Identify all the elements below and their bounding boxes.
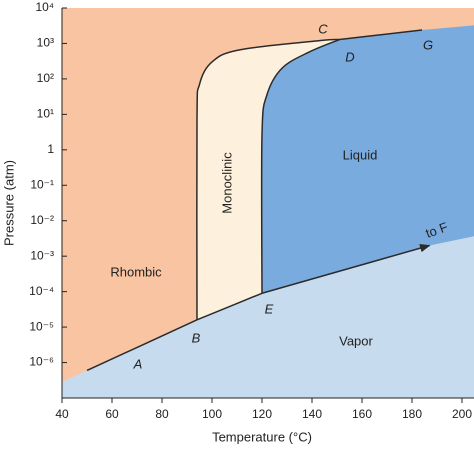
phase-boundary: [196, 292, 263, 321]
axes: 10⁴ 10³ 10² 10¹ 1 10⁻¹ 10⁻² 10⁻³ 10⁻⁴ 10⁻⁵ 10⁻⁶ 40 6…: [29, 0, 474, 421]
y-tick-label: 10²: [37, 71, 54, 85]
phase-boundary: [260, 38, 340, 294]
x-tick-label: 120: [252, 407, 272, 421]
x-tick-label: 60: [105, 407, 119, 421]
phase-boundary: [196, 38, 340, 320]
phase-boundary: [261, 244, 431, 294]
y-tick-label: 10¹: [37, 107, 54, 121]
point-label: G: [423, 37, 433, 52]
arrow-label: to F: [424, 219, 450, 241]
region-monoclinic: [196, 39, 340, 320]
y-tick-label: 10⁻³: [30, 248, 54, 262]
y-tick-label: 10⁻⁵: [29, 319, 54, 333]
x-tick-label: 140: [302, 407, 322, 421]
region-label: Monoclinic: [219, 152, 234, 214]
phase-boundary: [86, 319, 198, 372]
y-tick-label: 1: [47, 142, 54, 156]
phase-lines: [86, 29, 431, 372]
x-tick-label: 200: [452, 407, 472, 421]
region-label: Vapor: [339, 333, 373, 348]
y-tick-label: 10⁴: [35, 0, 54, 14]
phase-boundary: [339, 29, 423, 41]
region-label: Rhombic: [110, 264, 162, 279]
x-tick-label: 100: [202, 407, 222, 421]
y-tick-label: 10⁻⁴: [29, 284, 54, 298]
region-vapor: [62, 236, 474, 398]
x-tick-label: 80: [155, 407, 169, 421]
y-tick-label: 10⁻¹: [30, 177, 54, 191]
x-tick-label: 180: [402, 407, 422, 421]
x-tick-label: 160: [352, 407, 372, 421]
region-label: Liquid: [343, 147, 378, 162]
y-tick-label: 10⁻⁶: [29, 355, 54, 369]
y-tick-label: 10⁻²: [30, 213, 54, 227]
regions: [62, 8, 474, 398]
point-label: B: [192, 330, 201, 345]
point-label: A: [133, 356, 143, 371]
region-liquid: [261, 25, 474, 294]
y-axis-label: Pressure (atm): [1, 160, 16, 246]
point-label: E: [265, 301, 274, 316]
point-label: C: [318, 21, 328, 36]
x-axis-label: Temperature (°C): [212, 429, 312, 444]
x-tick-label: 40: [55, 407, 69, 421]
y-tick-label: 10³: [37, 36, 54, 50]
point-label: D: [345, 49, 354, 64]
